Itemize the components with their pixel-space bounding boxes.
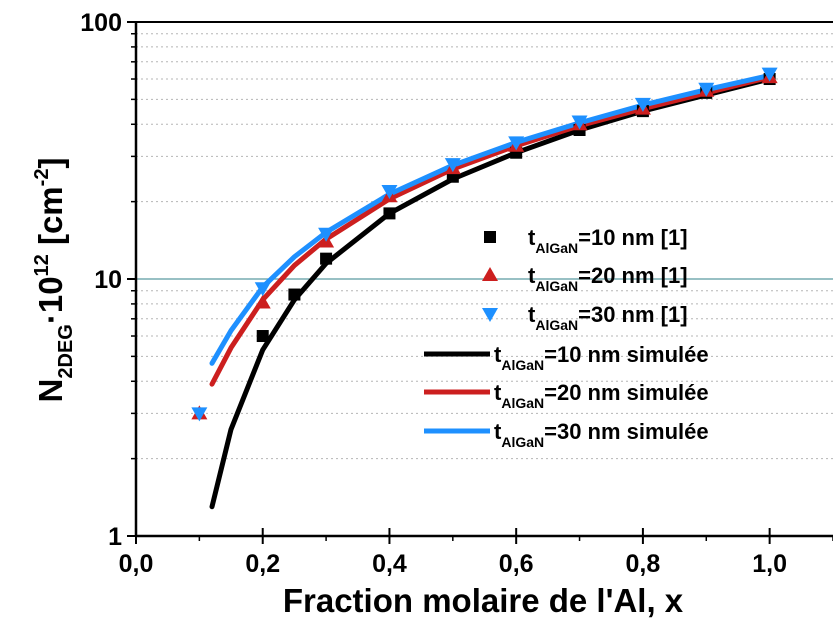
- series-layer: [191, 67, 778, 510]
- ticks-layer: 0,0 0,2 0,4 0,6 0,8 1,0 1 10 100: [80, 9, 833, 578]
- legend-marker-1: [484, 231, 496, 243]
- legend-label-4: tAlGaN=10 nm simulée: [494, 342, 709, 373]
- data-point-3: [444, 158, 461, 173]
- y-axis-title-main: N: [32, 379, 69, 403]
- legend-label-5: tAlGaN=20 nm simulée: [494, 380, 709, 411]
- y-tick-label: 10: [94, 266, 122, 294]
- x-tick-label: 0,2: [245, 550, 280, 578]
- data-point-3: [508, 136, 525, 151]
- data-point-3: [381, 184, 398, 199]
- y-axis-title-unit-sup: -2: [31, 169, 53, 187]
- grid-layer: [136, 33, 833, 460]
- y-axis-title-unit-close: ]: [32, 158, 69, 169]
- x-tick-label: 1,0: [752, 550, 787, 578]
- legend-label-2: tAlGaN=20 nm [1]: [528, 263, 688, 294]
- y-axis-title-sup: 12: [31, 254, 53, 276]
- data-point-3: [634, 97, 651, 112]
- legend-label-6: tAlGaN=30 nm simulée: [494, 419, 709, 450]
- data-point-1: [256, 330, 269, 343]
- x-axis-title: Fraction molaire de l'Al, x: [283, 582, 684, 619]
- series-line-3: [209, 72, 773, 366]
- data-point-3: [191, 407, 208, 422]
- y-axis-title-sub: 2DEG: [55, 324, 77, 378]
- legend-marker-3: [482, 308, 498, 322]
- y-axis-title-unit-open: [cm: [32, 186, 69, 254]
- legend-label-3: tAlGaN=30 nm [1]: [528, 302, 688, 333]
- legend: tAlGaN=10 nm [1] tAlGaN=20 nm [1] tAlGaN=3…: [424, 225, 709, 450]
- data-point-3: [698, 82, 715, 97]
- data-point-3: [571, 115, 588, 130]
- y-tick-label: 1: [108, 523, 122, 551]
- data-point-3: [318, 227, 335, 242]
- legend-label-1: tAlGaN=10 nm [1]: [528, 225, 688, 256]
- x-tick-label: 0,0: [119, 550, 154, 578]
- data-point-3: [761, 67, 778, 82]
- data-point-2: [254, 294, 271, 309]
- data-point-1: [288, 288, 301, 301]
- x-tick-label: 0,4: [372, 550, 407, 578]
- data-point-1: [320, 252, 333, 265]
- data-point-1: [383, 207, 396, 220]
- y-axis-title: N2DEG·1012 [cm-2]: [31, 158, 77, 403]
- legend-marker-2: [482, 267, 498, 281]
- y-axis-title-mid: ·10: [32, 276, 69, 324]
- x-tick-label: 0,8: [626, 550, 661, 578]
- data-point-3: [254, 282, 271, 297]
- y-tick-label: 100: [80, 9, 122, 37]
- x-tick-label: 0,6: [499, 550, 534, 578]
